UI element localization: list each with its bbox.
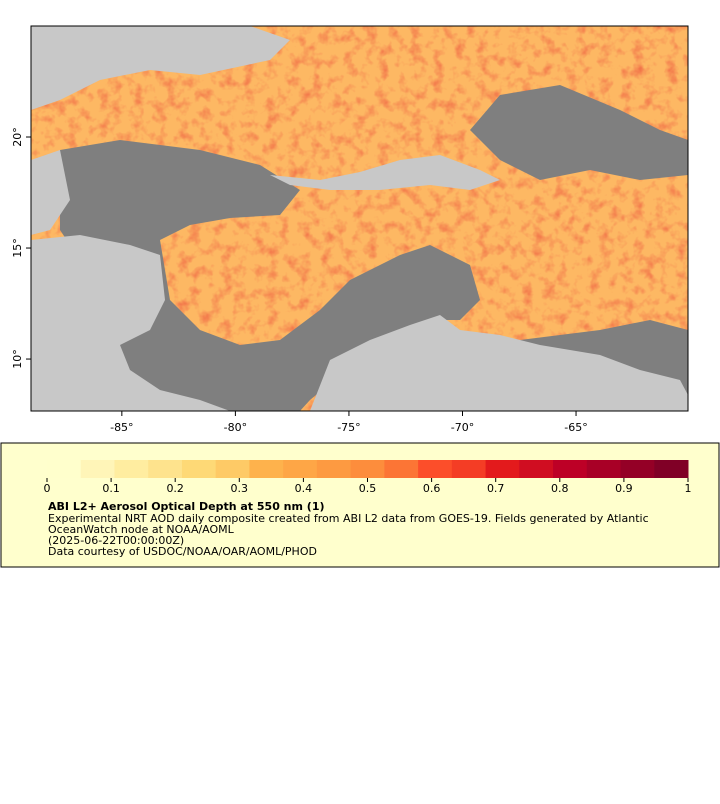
colorbar-tick-label: 0.9 <box>615 482 633 495</box>
legend-title: ABI L2+ Aerosol Optical Depth at 550 nm … <box>48 500 325 513</box>
colorbar-tick-label: 0.5 <box>359 482 377 495</box>
colorbar-step <box>654 460 689 478</box>
colorbar-step <box>519 460 554 478</box>
colorbar-tick-label: 0.1 <box>102 482 120 495</box>
colorbar-step <box>249 460 284 478</box>
colorbar-step <box>283 460 318 478</box>
colorbar-tick-label: 0 <box>44 482 51 495</box>
colorbar-step <box>148 460 183 478</box>
colorbar-step <box>620 460 655 478</box>
land <box>270 155 500 190</box>
colorbar-step <box>114 460 149 478</box>
colorbar-step <box>181 460 217 478</box>
legend-line: Data courtesy of USDOC/NOAA/OAR/AOML/PHO… <box>48 545 317 558</box>
colorbar-tick-label: 0.2 <box>166 482 184 495</box>
map-frame <box>30 25 689 412</box>
colorbar-step <box>215 460 250 478</box>
colorbar-tick-label: 1 <box>685 482 692 495</box>
x-tick-label: -75° <box>337 421 360 434</box>
colorbar-step <box>384 460 419 478</box>
colorbar-tick-label: 0.4 <box>295 482 313 495</box>
land <box>31 26 290 110</box>
colorbar-step <box>553 460 588 478</box>
colorbar-step <box>418 460 453 478</box>
x-tick-label: -65° <box>564 421 587 434</box>
y-tick-label: 15° <box>11 238 24 257</box>
x-tick-label: -80° <box>224 421 247 434</box>
y-tick-label: 10° <box>11 349 24 369</box>
colorbar-tick-label: 0.6 <box>423 482 441 495</box>
legend-line: (2025-06-22T00:00:00Z) <box>48 534 184 547</box>
colorbar-tick-label: 0.3 <box>231 482 249 495</box>
colorbar-tick-label: 0.8 <box>551 482 569 495</box>
legend-line: OceanWatch node at NOAA/AOML <box>48 523 235 536</box>
colorbar-step <box>47 460 82 478</box>
land <box>31 235 230 411</box>
colorbar-step <box>350 460 385 478</box>
no-data <box>470 85 688 180</box>
colorbar-step <box>80 460 115 478</box>
colorbar-step <box>316 460 352 478</box>
land <box>310 315 688 411</box>
colorbar-step <box>451 460 487 478</box>
colorbar-tick-label: 0.7 <box>487 482 505 495</box>
land <box>31 150 70 235</box>
x-tick-label: -85° <box>110 421 133 434</box>
legend-line: Experimental NRT AOD daily composite cre… <box>48 512 649 525</box>
x-tick-label: -70° <box>451 421 474 434</box>
map <box>31 26 688 411</box>
colorbar-step <box>586 460 622 478</box>
colorbar-step <box>485 460 520 478</box>
y-tick-label: 20° <box>11 127 24 147</box>
